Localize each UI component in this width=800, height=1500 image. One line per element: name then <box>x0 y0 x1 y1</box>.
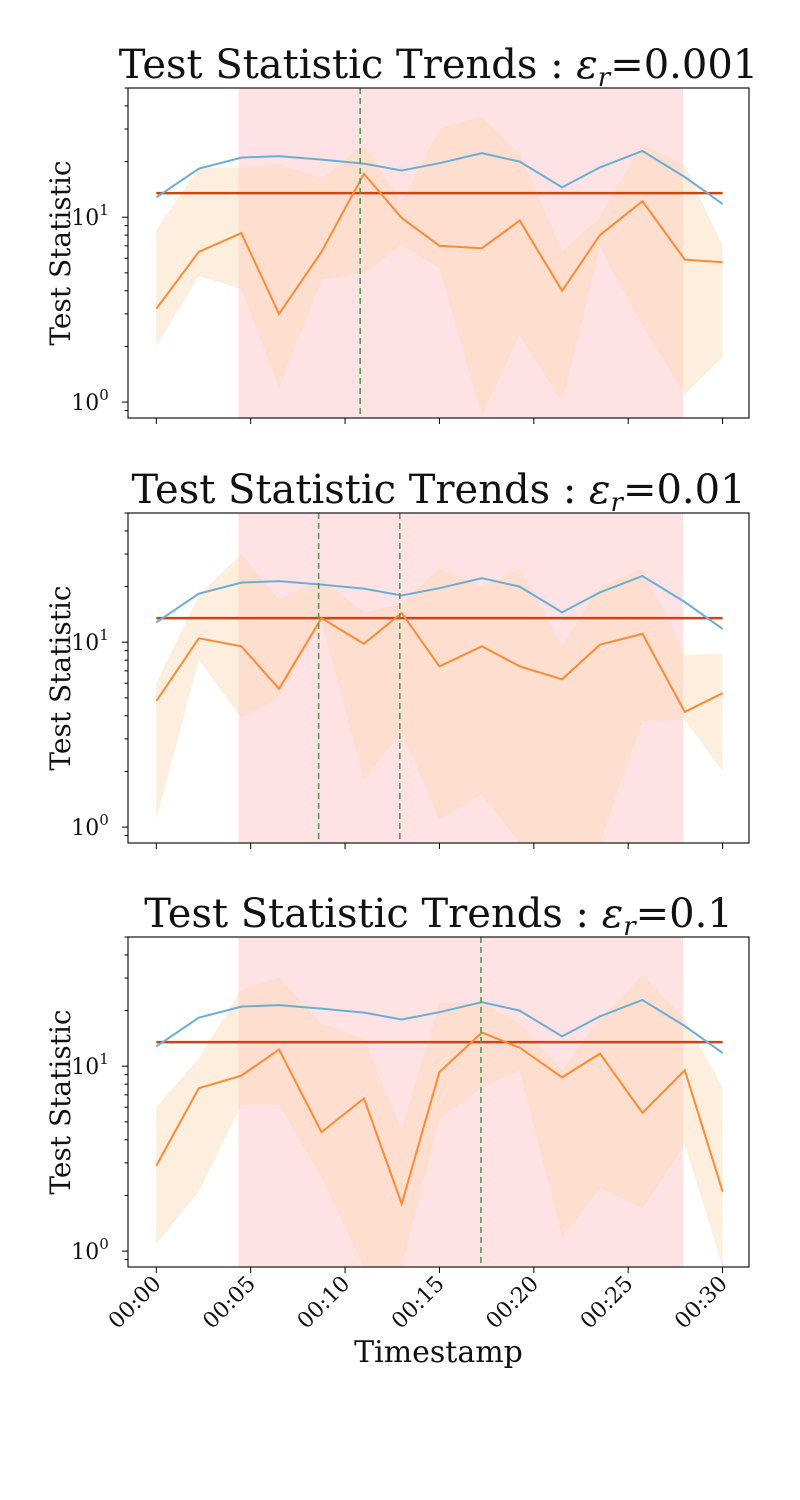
axes-frame <box>127 87 750 419</box>
y-tick-label: 100 <box>71 386 109 416</box>
orange-series-line <box>155 1031 724 1208</box>
x-tick-label: 00:05 <box>198 1272 261 1335</box>
blue-series-line <box>155 998 724 1054</box>
y-tick-label: 101 <box>71 201 109 231</box>
orange-series-line <box>155 171 723 316</box>
x-axis-label: Timestamp <box>354 1335 523 1370</box>
plot-area <box>155 937 724 1267</box>
chart-title: Test Statistic Trends : εr=0.1 <box>144 891 733 942</box>
y-tick-label: 101 <box>71 626 109 656</box>
chart-title: Test Statistic Trends : εr=0.01 <box>131 467 745 518</box>
x-tick-label: 00:30 <box>670 1272 733 1335</box>
y-axis-label: Test Statistic <box>44 160 77 345</box>
orange-band <box>156 975 723 1267</box>
y-tick-label: 100 <box>71 811 109 841</box>
y-tick-label: 101 <box>71 1050 109 1080</box>
orange-band <box>156 554 723 843</box>
axes-frame <box>127 936 750 1268</box>
red-region <box>238 513 683 843</box>
y-tick-label: 100 <box>71 1235 109 1265</box>
y-axis-label: Test Statistic <box>44 585 77 770</box>
x-tick-label: 00:15 <box>387 1272 450 1335</box>
chart-panel-3: 100 101 00:00 00:05 00:10 00:15 00:20 00:25 00:3… <box>44 891 750 1335</box>
red-region <box>238 937 683 1267</box>
chart-panel-1: 100 101 Test Statistic Trends : εr=0.001 Te… <box>44 42 758 424</box>
blue-series-line <box>155 149 724 205</box>
plot-area <box>155 88 724 418</box>
plot-area <box>155 513 724 843</box>
x-tick-label: 00:20 <box>482 1272 545 1335</box>
orange-band <box>156 116 723 416</box>
x-tick-label: 00:10 <box>293 1272 356 1335</box>
axes-frame <box>127 512 750 844</box>
x-tick-label: 00:00 <box>104 1272 167 1335</box>
chart-title: Test Statistic Trends : εr=0.001 <box>119 42 758 93</box>
y-axis-label: Test Statistic <box>44 1009 77 1194</box>
chart-panel-2: 100 101 Test Statistic Trends : εr=0.01 Tes… <box>44 467 750 849</box>
orange-series-line <box>155 611 724 714</box>
blue-series-line <box>155 574 724 630</box>
x-tick-label: 00:25 <box>576 1272 639 1335</box>
red-region <box>238 88 683 418</box>
